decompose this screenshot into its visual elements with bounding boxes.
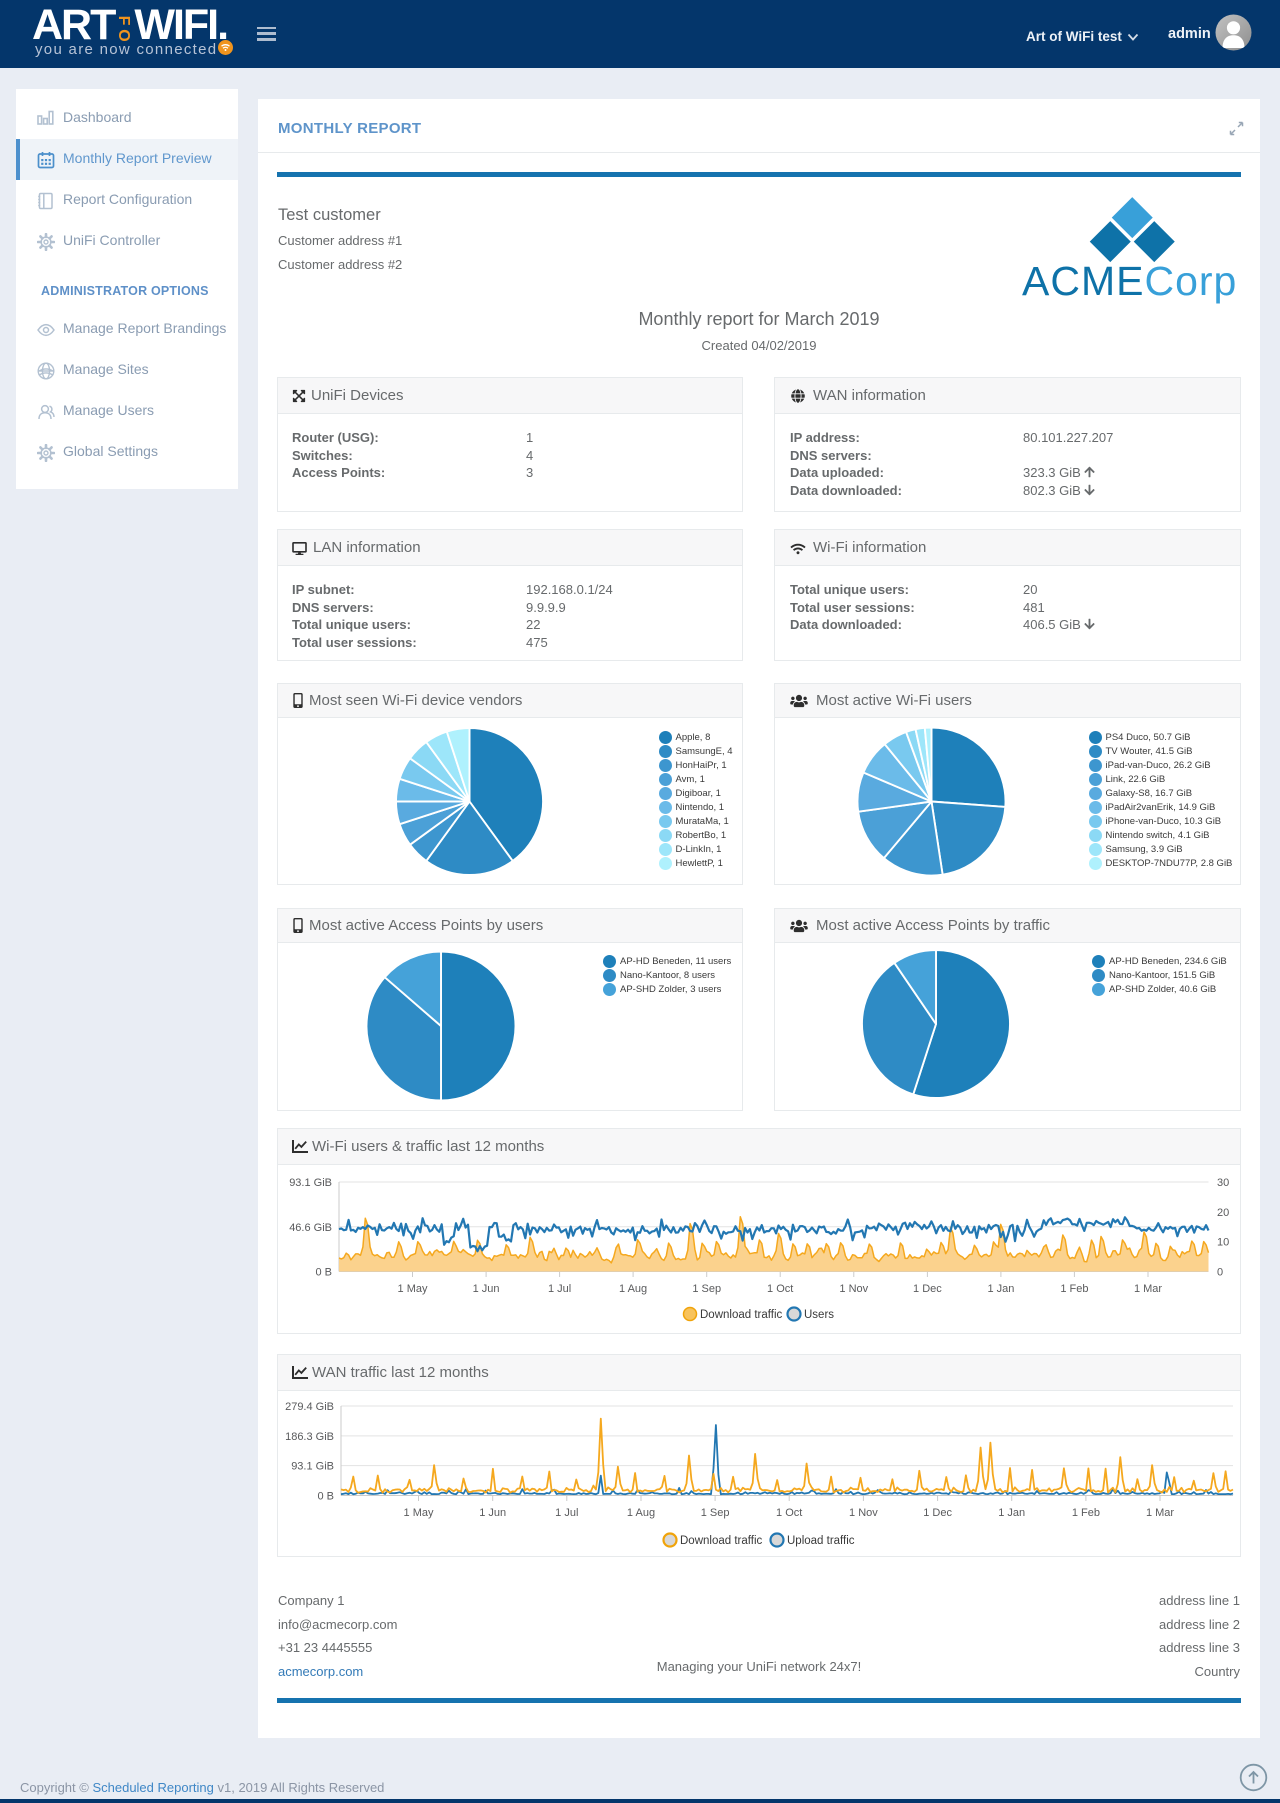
svg-text:1 Aug: 1 Aug: [627, 1507, 655, 1519]
svg-text:30: 30: [1217, 1177, 1229, 1189]
svg-text:Download traffic: Download traffic: [680, 1535, 762, 1547]
svg-text:1 Mar: 1 Mar: [1134, 1283, 1162, 1295]
svg-text:1 Dec: 1 Dec: [913, 1283, 942, 1295]
svg-text:186.3 GiB: 186.3 GiB: [285, 1431, 334, 1443]
svg-text:1 Sep: 1 Sep: [701, 1507, 730, 1519]
svg-text:1 Jan: 1 Jan: [998, 1507, 1025, 1519]
svg-text:1 Sep: 1 Sep: [692, 1283, 721, 1295]
svg-text:46.6 GiB: 46.6 GiB: [289, 1222, 332, 1234]
svg-text:1 Nov: 1 Nov: [849, 1507, 878, 1519]
svg-text:1 Oct: 1 Oct: [776, 1507, 802, 1519]
svg-text:1 Dec: 1 Dec: [923, 1507, 952, 1519]
svg-text:1 Jun: 1 Jun: [479, 1507, 506, 1519]
svg-text:1 Jun: 1 Jun: [473, 1283, 500, 1295]
svg-text:1 Nov: 1 Nov: [839, 1283, 868, 1295]
svg-text:0: 0: [1217, 1267, 1223, 1279]
svg-text:1 May: 1 May: [404, 1507, 434, 1519]
svg-text:0 B: 0 B: [315, 1267, 332, 1279]
svg-text:1 Feb: 1 Feb: [1060, 1283, 1088, 1295]
svg-text:Users: Users: [804, 1309, 834, 1321]
svg-text:1 Jul: 1 Jul: [555, 1507, 578, 1519]
svg-text:Upload traffic: Upload traffic: [787, 1535, 855, 1547]
svg-text:1 Oct: 1 Oct: [767, 1283, 793, 1295]
svg-text:Download traffic: Download traffic: [700, 1309, 782, 1321]
svg-text:1 Jan: 1 Jan: [987, 1283, 1014, 1295]
svg-text:93.1 GiB: 93.1 GiB: [289, 1177, 332, 1189]
svg-text:1 May: 1 May: [398, 1283, 428, 1295]
svg-text:1 Feb: 1 Feb: [1072, 1507, 1100, 1519]
svg-text:1 Mar: 1 Mar: [1146, 1507, 1174, 1519]
svg-text:1 Jul: 1 Jul: [548, 1283, 571, 1295]
svg-text:10: 10: [1217, 1237, 1229, 1249]
svg-text:1 Aug: 1 Aug: [619, 1283, 647, 1295]
svg-text:20: 20: [1217, 1207, 1229, 1219]
svg-text:93.1 GiB: 93.1 GiB: [291, 1461, 334, 1473]
svg-text:0 B: 0 B: [317, 1491, 334, 1503]
svg-text:279.4 GiB: 279.4 GiB: [285, 1401, 334, 1413]
